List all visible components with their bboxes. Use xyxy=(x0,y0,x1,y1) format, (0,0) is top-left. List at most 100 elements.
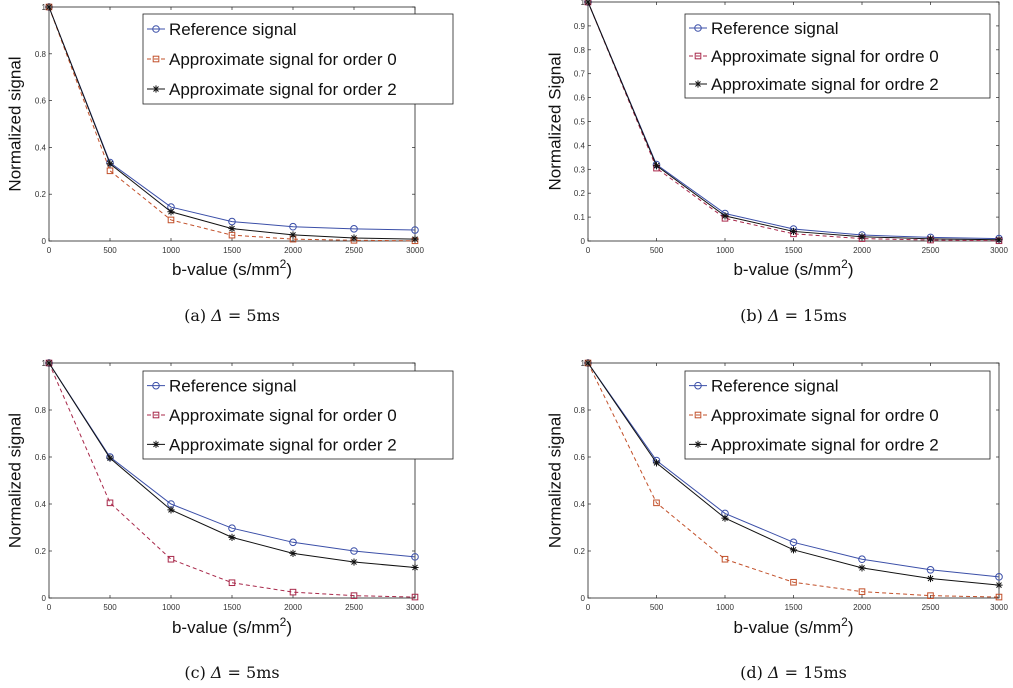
legend-marker xyxy=(152,85,160,93)
x-tick-label: 3000 xyxy=(406,603,424,612)
y-axis-label: Normalized signal xyxy=(5,56,24,191)
legend-entry: Reference signal xyxy=(169,20,297,39)
y-tick-label: 1 xyxy=(42,3,47,12)
data-point xyxy=(350,234,358,242)
y-tick-label: 0.2 xyxy=(35,547,47,556)
legend-marker xyxy=(152,55,160,63)
x-tick-label: 2500 xyxy=(922,246,940,255)
data-point xyxy=(350,547,358,555)
y-tick-label: 0.4 xyxy=(574,141,586,150)
x-tick-label: 3000 xyxy=(406,246,424,255)
subfigure-caption: (b) Δ = 15ms xyxy=(740,306,847,325)
data-point xyxy=(858,233,866,241)
y-tick-label: 1 xyxy=(581,0,586,7)
data-point xyxy=(789,538,798,547)
x-tick-label: 1500 xyxy=(785,603,803,612)
legend-marker xyxy=(152,440,160,448)
legend-box xyxy=(142,13,454,105)
data-point xyxy=(584,0,592,6)
y-tick-label: 0.6 xyxy=(574,453,586,462)
x-tick-label: 1000 xyxy=(162,603,180,612)
data-point xyxy=(926,566,935,574)
y-tick-label: 1 xyxy=(581,359,586,368)
y-tick-label: 0.8 xyxy=(574,406,586,415)
data-point xyxy=(167,555,175,563)
data-point xyxy=(411,553,419,561)
y-tick-label: 0 xyxy=(42,237,47,246)
x-tick-label: 2000 xyxy=(853,603,871,612)
data-point xyxy=(228,217,236,226)
x-tick-label: 1000 xyxy=(162,246,180,255)
x-tick-label: 1500 xyxy=(223,603,241,612)
legend-entry: Approximate signal for ordre 2 xyxy=(711,75,939,94)
data-point xyxy=(289,549,297,557)
data-point xyxy=(789,227,798,236)
legend: Reference signal Approximate signal for o… xyxy=(684,13,991,99)
x-tick-label: 0 xyxy=(47,246,52,255)
y-tick-label: 0 xyxy=(42,594,47,603)
x-tick-label: 0 xyxy=(586,603,591,612)
data-point xyxy=(228,524,236,533)
data-point xyxy=(167,216,175,224)
data-point xyxy=(289,588,297,596)
legend-marker xyxy=(694,381,702,390)
chart-panel-0: 0 500 1000 1500 2000 2500 3000 0 0.2 0.4 0.6 0.8 1 Re… xyxy=(5,3,454,325)
data-point xyxy=(411,563,419,572)
data-point xyxy=(106,499,114,507)
data-point xyxy=(289,538,297,547)
chart-panel-1: 0 500 1000 1500 2000 2500 3000 0 0.1 0.2 0.3 0.4 0.5… xyxy=(545,0,1008,325)
data-point xyxy=(106,167,114,175)
data-point xyxy=(995,581,1003,589)
x-tick-label: 2500 xyxy=(922,603,940,612)
legend-entry: Approximate signal for order 0 xyxy=(169,50,397,69)
legend-entry: Approximate signal for order 2 xyxy=(169,435,397,454)
x-tick-label: 1500 xyxy=(223,246,241,255)
legend-box xyxy=(684,370,991,460)
y-tick-label: 0.6 xyxy=(35,97,47,106)
x-tick-label: 2000 xyxy=(284,603,302,612)
y-tick-label: 1 xyxy=(42,359,47,368)
data-point xyxy=(652,162,661,170)
x-tick-label: 1000 xyxy=(716,246,734,255)
legend-entry: Reference signal xyxy=(169,377,297,396)
data-point xyxy=(228,533,236,541)
y-tick-label: 0.4 xyxy=(35,143,47,152)
y-tick-label: 0.6 xyxy=(574,94,586,103)
subfigure-caption: (a) Δ = 5ms xyxy=(184,306,280,325)
data-point xyxy=(858,564,866,572)
data-point xyxy=(411,235,419,243)
x-axis-label: b-value (s/mm2) xyxy=(733,615,853,637)
data-point xyxy=(289,222,297,231)
data-point xyxy=(411,226,419,234)
data-point xyxy=(858,588,866,595)
data-point xyxy=(350,225,358,233)
legend-entry: Approximate signal for order 2 xyxy=(169,80,397,99)
x-tick-label: 500 xyxy=(650,603,664,612)
data-point xyxy=(289,231,297,239)
y-tick-label: 0.3 xyxy=(574,165,586,174)
data-point xyxy=(228,224,236,233)
series-line-1 xyxy=(587,362,1000,598)
data-point xyxy=(350,592,358,599)
data-point xyxy=(45,3,53,11)
y-tick-label: 0 xyxy=(581,594,586,603)
x-axis-label: b-value (s/mm2) xyxy=(172,257,292,279)
legend-entry: Approximate signal for ordre 2 xyxy=(711,435,939,454)
y-tick-label: 0.8 xyxy=(35,406,47,415)
x-tick-label: 1500 xyxy=(785,246,803,255)
y-tick-label: 0.4 xyxy=(574,500,586,509)
y-axis-label: Normalized signal xyxy=(5,413,24,548)
legend-marker xyxy=(152,381,160,390)
legend-marker xyxy=(694,411,702,419)
x-tick-label: 2500 xyxy=(345,603,363,612)
data-point xyxy=(167,208,175,216)
legend-marker xyxy=(694,440,702,448)
y-tick-label: 0.2 xyxy=(574,547,586,556)
legend-box xyxy=(684,13,991,99)
data-point xyxy=(995,593,1003,601)
data-point xyxy=(411,593,419,601)
legend-entry: Approximate signal for order 0 xyxy=(169,406,397,425)
x-tick-label: 500 xyxy=(650,246,664,255)
data-point xyxy=(858,555,866,564)
x-axis-label: b-value (s/mm2) xyxy=(733,257,853,279)
